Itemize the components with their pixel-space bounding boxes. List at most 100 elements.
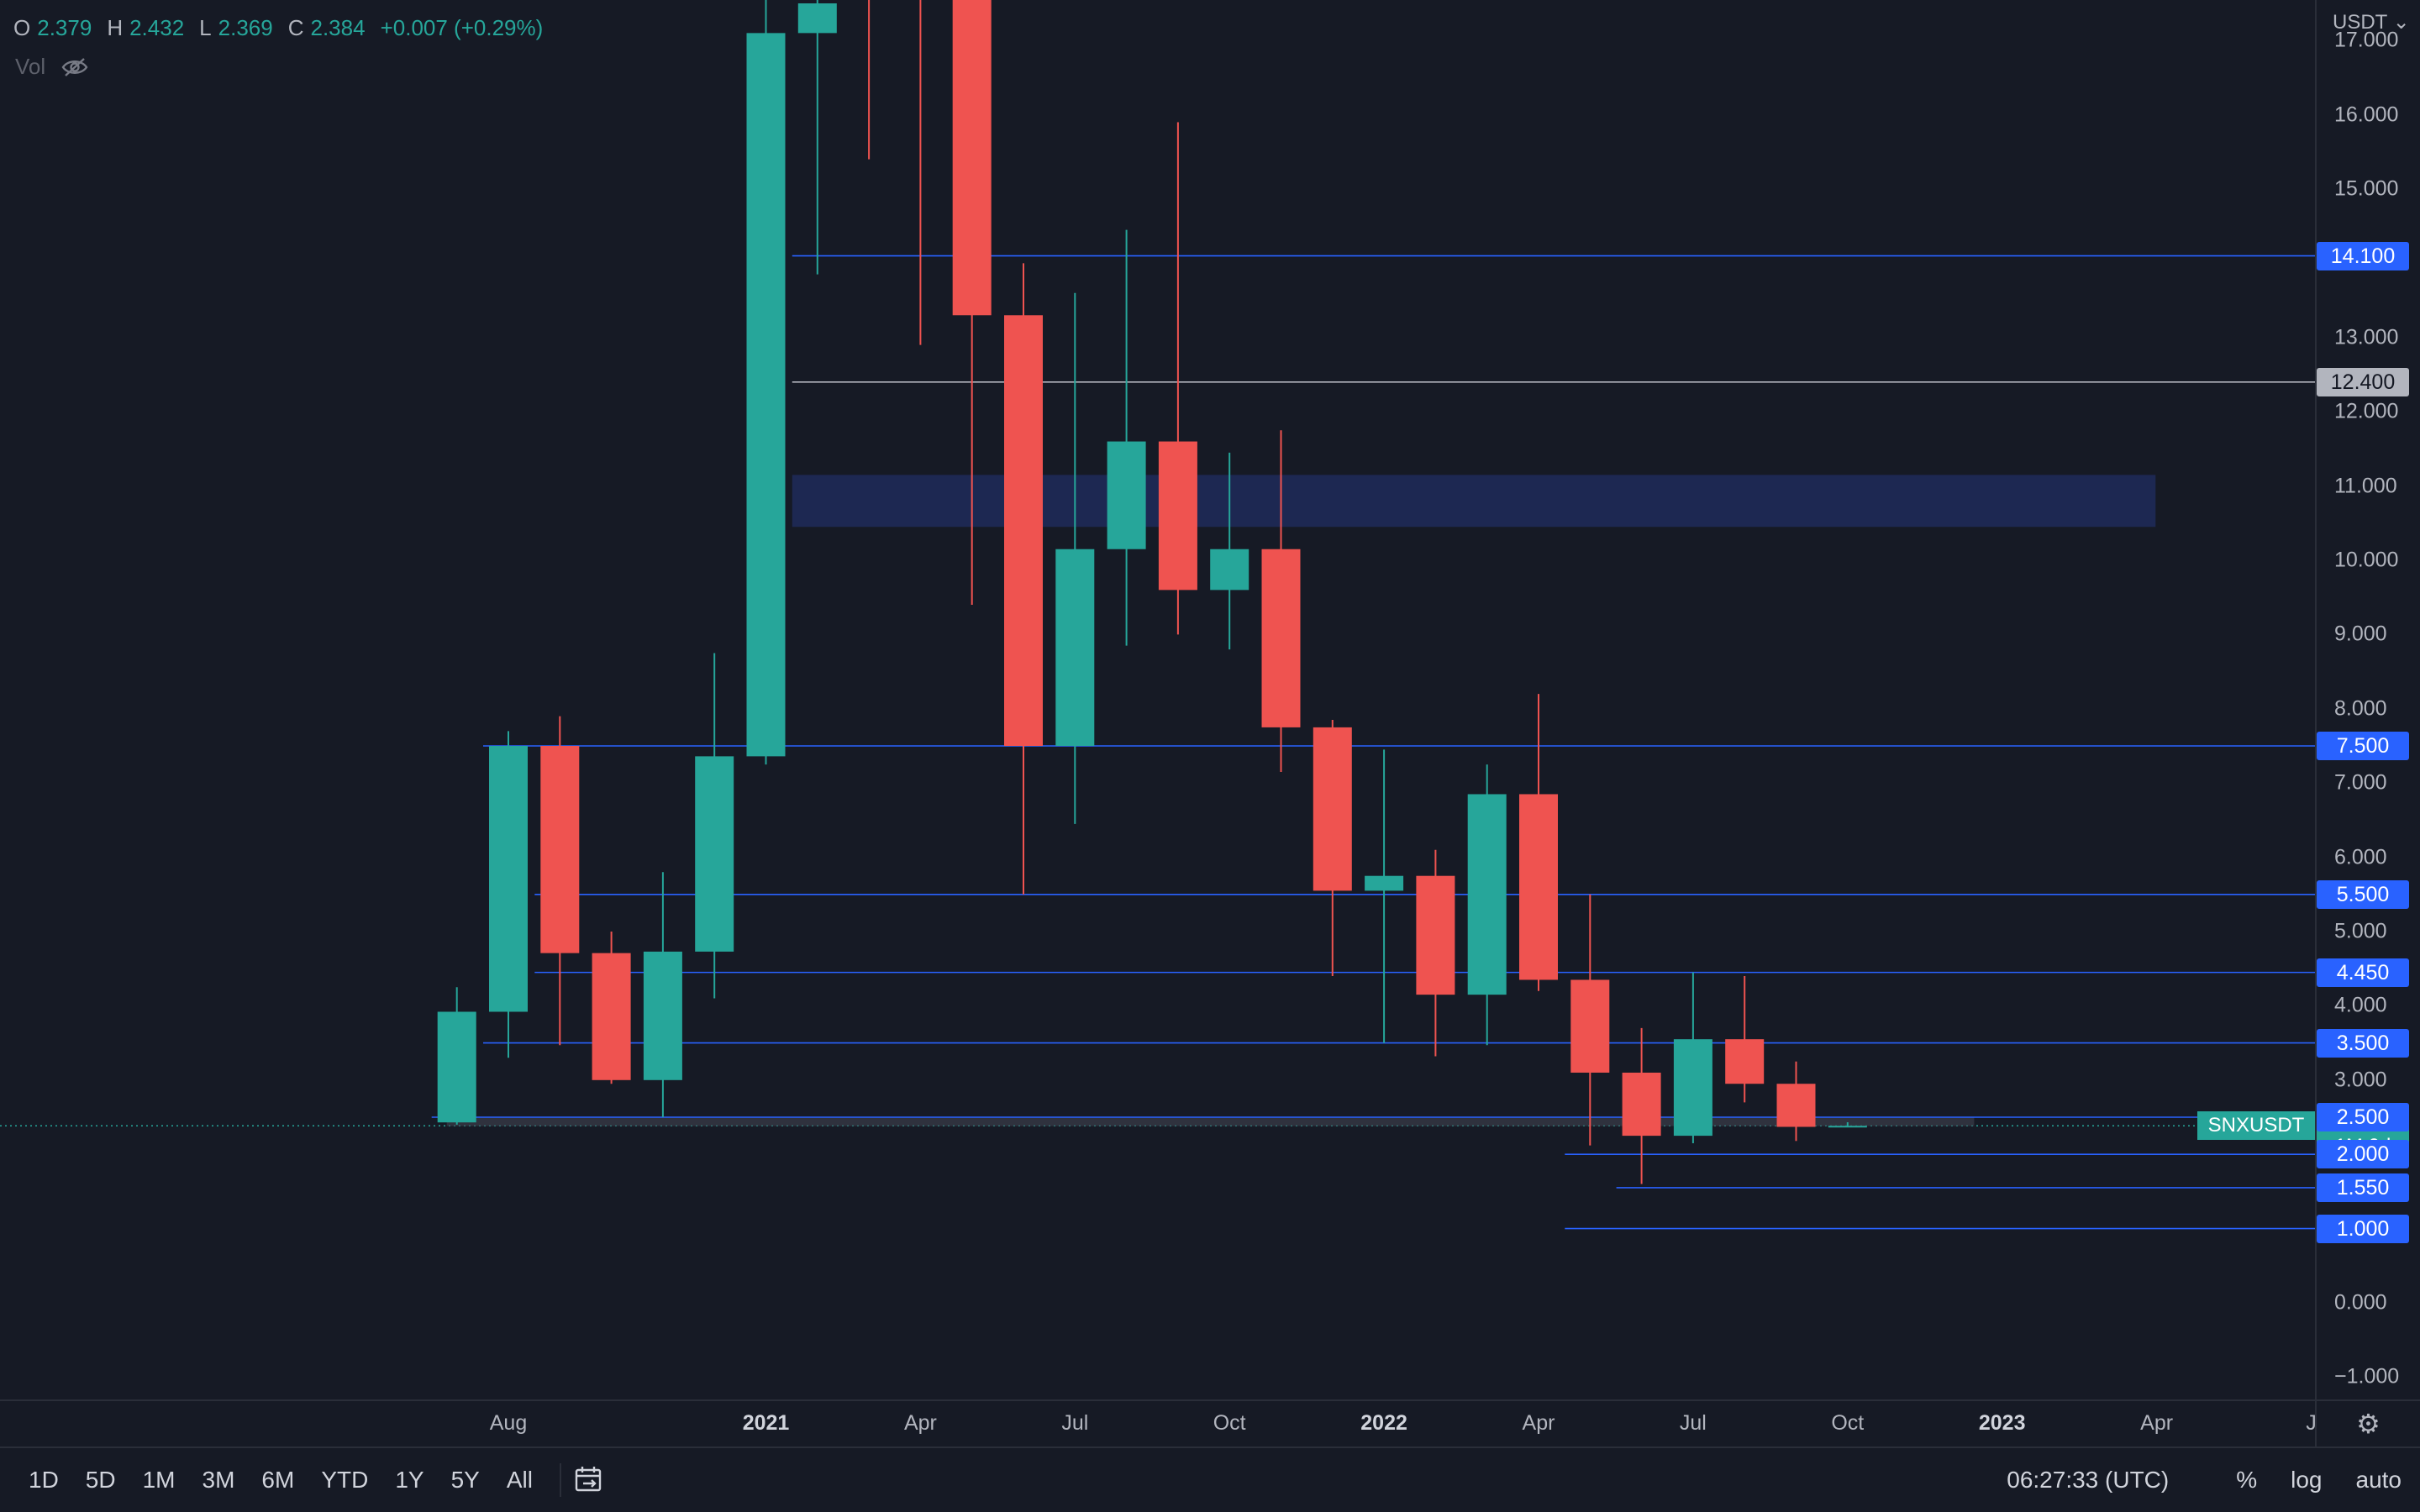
level-price-label: 1.550 bbox=[2317, 1173, 2409, 1202]
price-tick-label: 15.000 bbox=[2334, 176, 2399, 201]
range-ytd-button[interactable]: YTD bbox=[321, 1467, 369, 1493]
candle-body-2021-05 bbox=[952, 0, 992, 316]
candle-body-2021-06 bbox=[1004, 315, 1043, 746]
price-tick-label: 5.000 bbox=[2334, 919, 2387, 943]
price-tick-label: 12.000 bbox=[2334, 399, 2399, 423]
time-axis[interactable] bbox=[0, 1399, 2315, 1446]
time-tick-label: Apr bbox=[2140, 1411, 2174, 1435]
price-axis[interactable] bbox=[2315, 0, 2420, 1399]
time-tick-label: 2021 bbox=[742, 1411, 790, 1435]
time-tick-label: Apr bbox=[903, 1411, 937, 1435]
candle-body-2022-06 bbox=[1622, 1072, 1661, 1137]
percent-toggle[interactable]: % bbox=[2236, 1467, 2258, 1493]
settings-gear-icon[interactable]: ⚙ bbox=[2315, 1399, 2420, 1446]
price-tick-label: 13.000 bbox=[2334, 325, 2399, 349]
time-tick-label: 2022 bbox=[1360, 1411, 1407, 1435]
change-value: +0.007 (+0.29%) bbox=[380, 15, 544, 40]
utc-clock[interactable]: 06:27:33 (UTC) bbox=[2007, 1467, 2170, 1493]
range-1m-button[interactable]: 1M bbox=[142, 1467, 176, 1493]
range-all-button[interactable]: All bbox=[506, 1467, 533, 1493]
candle-body-2020-11 bbox=[643, 951, 682, 1080]
range-3m-button[interactable]: 3M bbox=[202, 1467, 235, 1493]
support-band bbox=[446, 1117, 1975, 1126]
range-1d-button[interactable]: 1D bbox=[29, 1467, 59, 1493]
candle-body-2022-08 bbox=[1725, 1039, 1765, 1084]
time-tick-label: Jul bbox=[1679, 1411, 1707, 1435]
level-price-label: 1.000 bbox=[2317, 1214, 2409, 1243]
candle-body-2020-09 bbox=[540, 746, 580, 953]
time-tick-label: 2023 bbox=[1978, 1411, 2026, 1435]
range-5d-button[interactable]: 5D bbox=[85, 1467, 116, 1493]
time-tick-label: Aug bbox=[489, 1411, 528, 1435]
range-6m-button[interactable]: 6M bbox=[261, 1467, 295, 1493]
currency-label: USDT bbox=[2333, 11, 2387, 34]
eye-hidden-icon[interactable] bbox=[60, 57, 89, 77]
candle-body-2020-10 bbox=[592, 953, 631, 1080]
date-range-icon[interactable] bbox=[573, 1465, 607, 1495]
candle-body-2021-11 bbox=[1261, 549, 1301, 727]
open-label: O bbox=[13, 15, 31, 40]
level-price-label: 3.500 bbox=[2317, 1028, 2409, 1058]
low-label: L bbox=[199, 15, 212, 40]
resistance-zone bbox=[792, 475, 2156, 528]
level-price-label: 12.400 bbox=[2317, 367, 2409, 396]
candle-body-2022-09 bbox=[1776, 1084, 1816, 1127]
candle-body-2020-08 bbox=[489, 746, 528, 1012]
candle-body-2022-07 bbox=[1673, 1039, 1712, 1137]
close-label: C bbox=[287, 15, 304, 40]
open-value: 2.379 bbox=[37, 15, 92, 40]
time-tick-label: Jul bbox=[1061, 1411, 1089, 1435]
price-tick-label: 11.000 bbox=[2334, 474, 2397, 498]
time-tick-label: Apr bbox=[1522, 1411, 1555, 1435]
time-tick-label: Oct bbox=[1213, 1411, 1246, 1435]
candle-body-2022-02 bbox=[1416, 875, 1455, 995]
candle-body-2021-08 bbox=[1107, 441, 1146, 549]
ohlc-legend: O 2.379 H 2.432 L 2.369 C 2.384 +0.007 (+0.2… bbox=[13, 15, 551, 41]
price-tick-label: 4.000 bbox=[2334, 993, 2387, 1017]
candle-body-2022-03 bbox=[1467, 794, 1507, 995]
candle-body-2021-01 bbox=[746, 33, 786, 757]
candle-body-2021-07 bbox=[1055, 549, 1095, 746]
price-tick-label: −1.000 bbox=[2334, 1364, 2400, 1389]
toolbar-divider bbox=[559, 1463, 561, 1497]
time-tick-label: Oct bbox=[1831, 1411, 1865, 1435]
candle-body-2022-10 bbox=[1828, 1126, 1867, 1128]
volume-label: Vol bbox=[15, 54, 46, 79]
candle-body-2021-09 bbox=[1158, 441, 1197, 591]
price-tick-label: 17.000 bbox=[2334, 28, 2399, 52]
level-price-label: 4.450 bbox=[2317, 958, 2409, 987]
range-1y-button[interactable]: 1Y bbox=[395, 1467, 424, 1493]
candle-body-2021-02 bbox=[797, 3, 837, 34]
price-tick-label: 16.000 bbox=[2334, 102, 2399, 127]
candle-body-2021-10 bbox=[1210, 549, 1249, 591]
level-price-label: 2.000 bbox=[2317, 1140, 2409, 1169]
level-price-label: 14.100 bbox=[2317, 241, 2409, 270]
time-tick-label: J bbox=[2306, 1411, 2317, 1435]
price-chart[interactable] bbox=[0, 0, 2315, 1399]
log-toggle[interactable]: log bbox=[2291, 1467, 2323, 1493]
candle-body-2021-12 bbox=[1313, 727, 1352, 891]
chevron-down-icon: ⌄ bbox=[2392, 11, 2410, 34]
high-value: 2.432 bbox=[129, 15, 185, 40]
low-value: 2.369 bbox=[218, 15, 273, 40]
level-price-label: 5.500 bbox=[2317, 879, 2409, 909]
range-5y-button[interactable]: 5Y bbox=[450, 1467, 480, 1493]
price-tick-label: 10.000 bbox=[2334, 548, 2399, 572]
candle-body-2022-05 bbox=[1570, 979, 1610, 1073]
candle-body-2022-04 bbox=[1519, 794, 1558, 980]
level-price-label: 2.500 bbox=[2317, 1103, 2409, 1131]
level-price-label: 7.500 bbox=[2317, 732, 2409, 760]
price-tick-label: 8.000 bbox=[2334, 696, 2387, 721]
price-tick-label: 6.000 bbox=[2334, 845, 2387, 869]
candle-body-2020-07 bbox=[437, 1011, 476, 1123]
candle-body-2022-01 bbox=[1365, 875, 1404, 891]
auto-toggle[interactable]: auto bbox=[2355, 1467, 2402, 1493]
price-tick-label: 9.000 bbox=[2334, 622, 2387, 646]
price-tick-label: 3.000 bbox=[2334, 1068, 2387, 1092]
candle-body-2020-12 bbox=[695, 756, 734, 952]
bottom-toolbar: 1D 5D 1M 3M 6M YTD 1Y 5Y All 06:27:33 (U… bbox=[0, 1446, 2420, 1512]
currency-selector[interactable]: USDT ⌄ bbox=[2333, 10, 2410, 34]
price-tick-label: 7.000 bbox=[2334, 770, 2387, 795]
price-tick-label: 0.000 bbox=[2334, 1290, 2387, 1315]
volume-legend: Vol bbox=[15, 54, 89, 80]
